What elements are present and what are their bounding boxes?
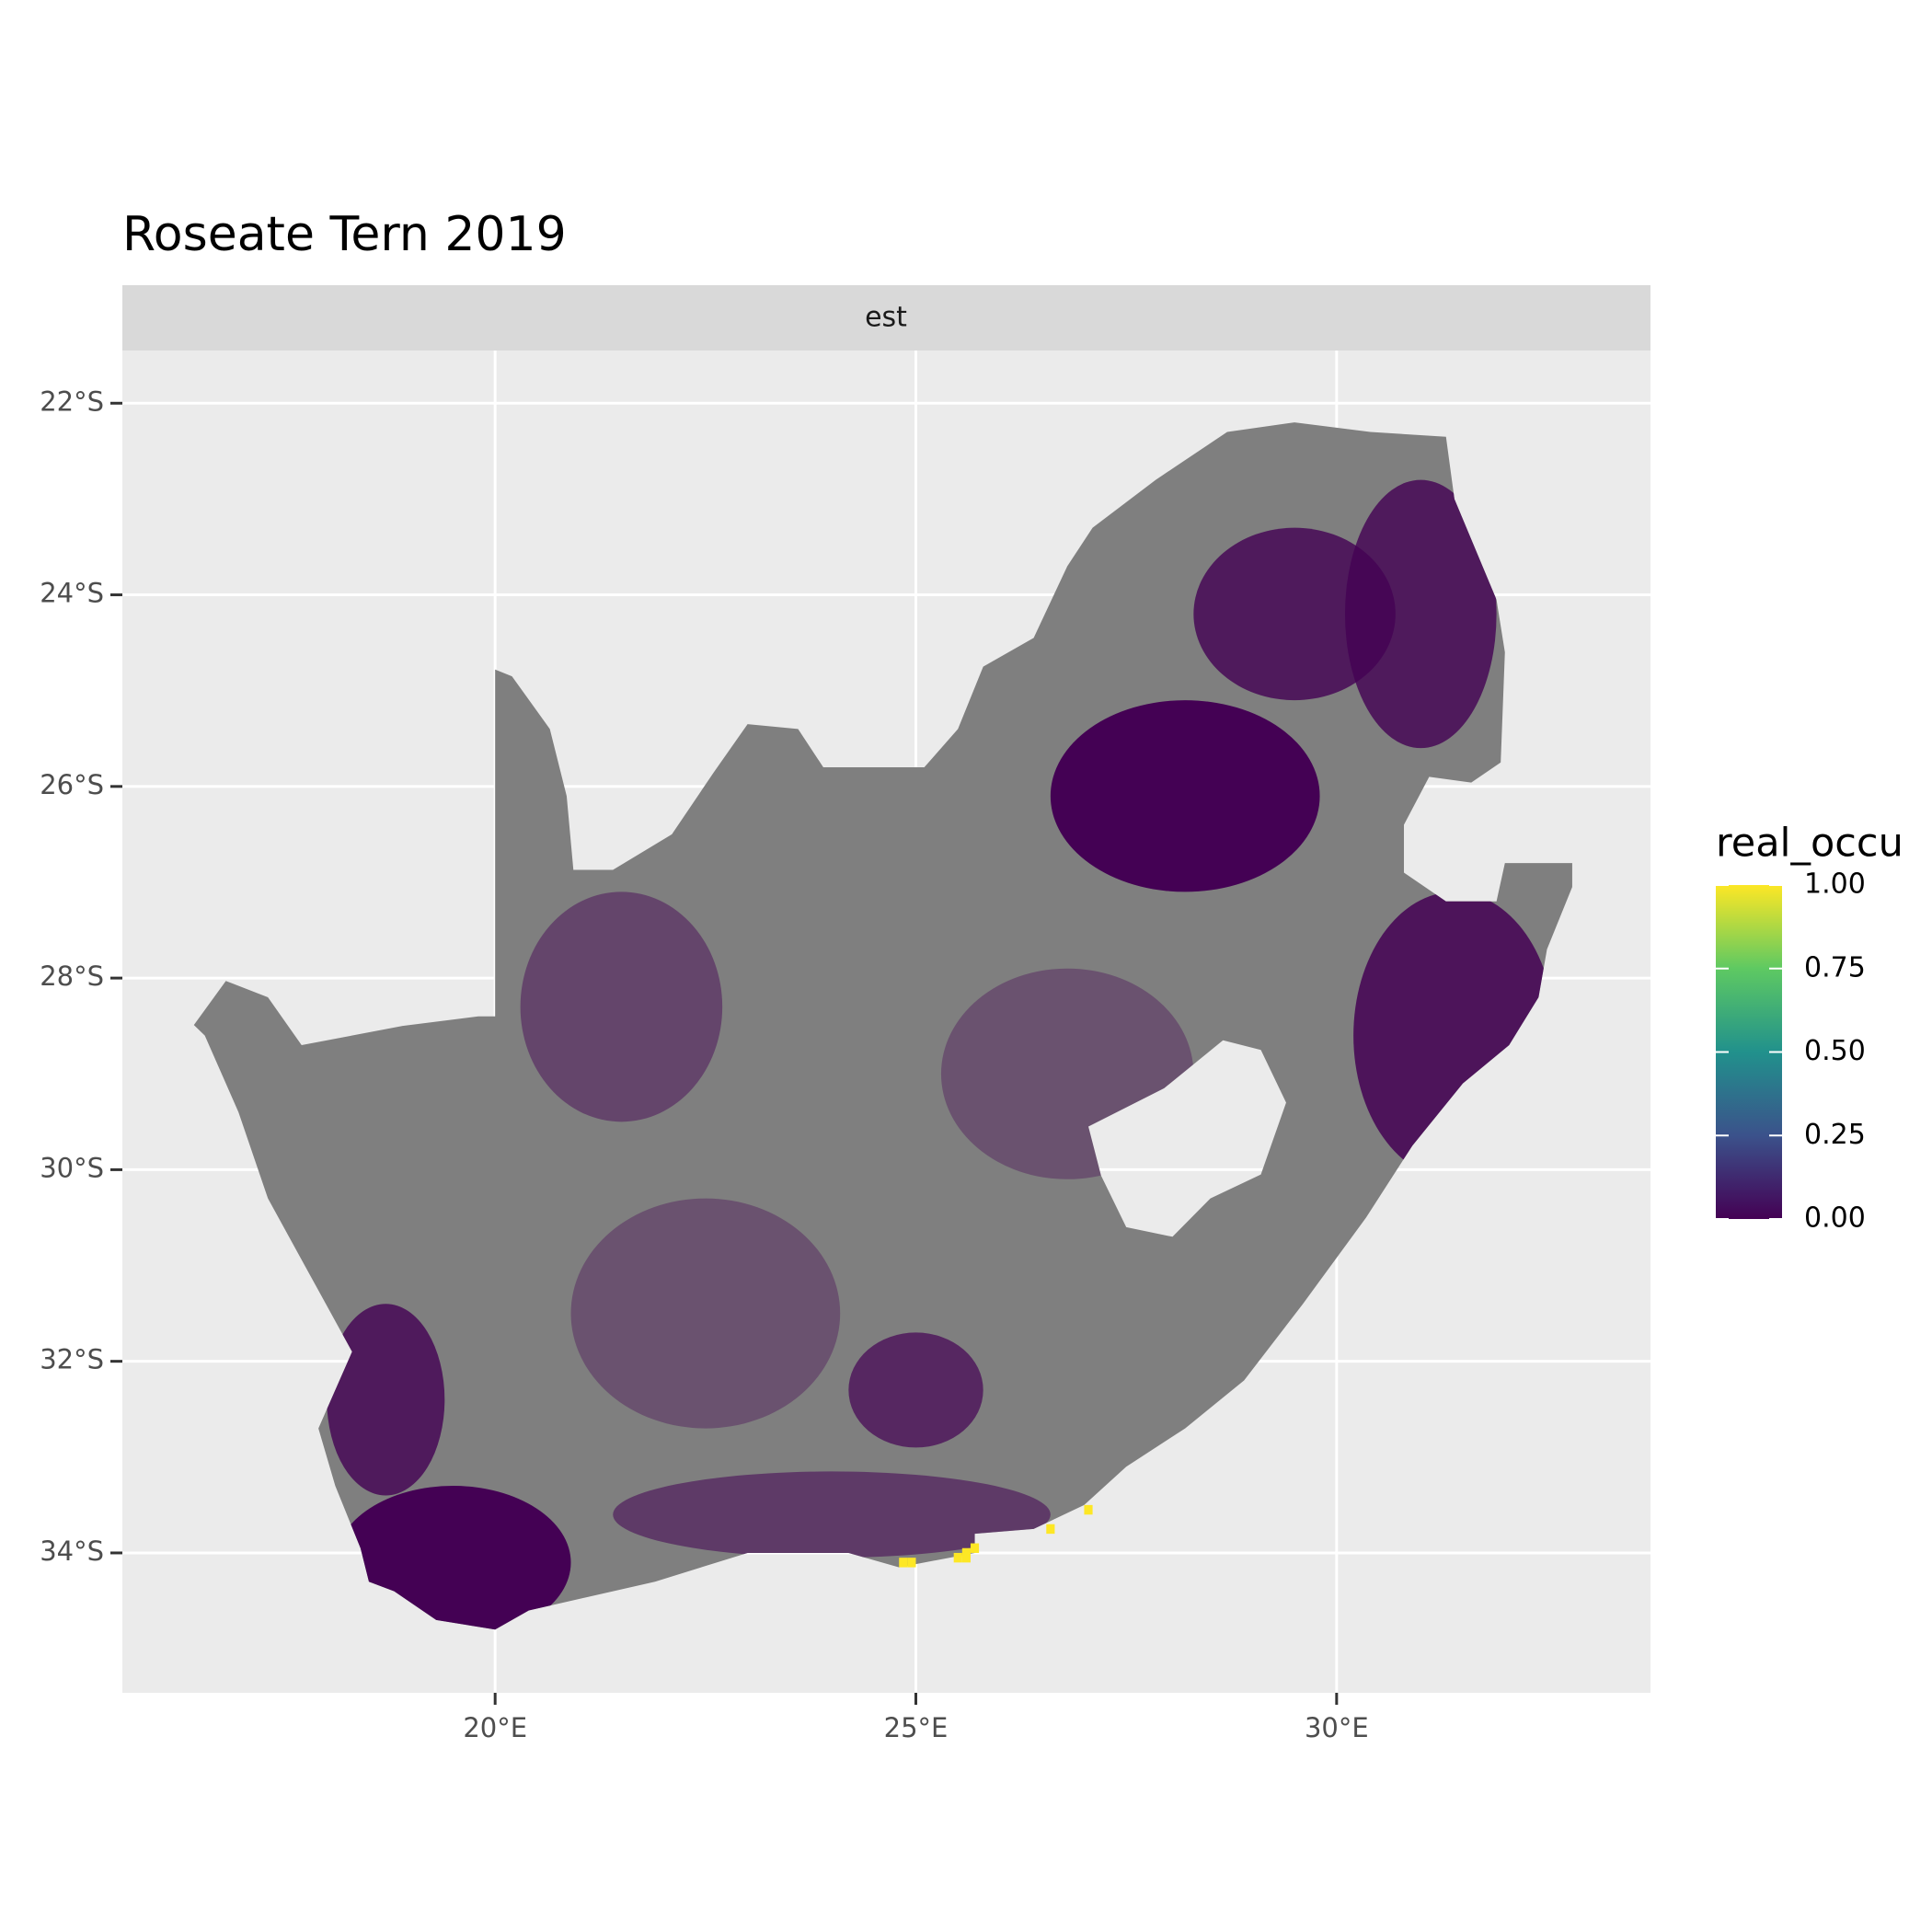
- legend-title: real_occu: [1716, 821, 1903, 867]
- y-tick-label: 26°S: [40, 769, 104, 800]
- occupancy-texture: [327, 479, 1556, 1630]
- legend-label: 1.00: [1804, 868, 1866, 901]
- cells: [899, 1504, 1093, 1568]
- occupancy-cell: [1084, 1504, 1093, 1515]
- low-occupancy-area: [1050, 700, 1320, 892]
- y-tick-label: 24°S: [40, 578, 104, 609]
- chart-title: Roseate Tern 2019: [122, 207, 567, 262]
- y-tick-label: 30°S: [40, 1152, 104, 1183]
- occupancy-cell: [961, 1547, 971, 1558]
- x-tick-label: 25°E: [884, 1712, 949, 1743]
- low-occupancy-area: [520, 891, 723, 1122]
- low-occupancy-area: [613, 1471, 1051, 1558]
- low-occupancy-area: [1193, 527, 1396, 701]
- legend-label: 0.00: [1804, 1202, 1866, 1235]
- legend: 0.00 0.25 0.50 0.75 1.00: [1716, 868, 1866, 1235]
- legend-label: 0.75: [1804, 951, 1866, 983]
- facet-label: est: [865, 302, 907, 334]
- low-occupancy-area: [570, 1198, 841, 1429]
- legend-label: 0.25: [1804, 1119, 1866, 1151]
- map-layer: [193, 422, 1572, 1630]
- y-tick-label: 32°S: [40, 1344, 104, 1375]
- axes: 20°E 25°E 30°E 22°S 24°S 26°S 28°S 30°S 32°S 34°S: [40, 385, 1369, 1743]
- y-tick-label: 22°S: [40, 385, 104, 417]
- low-occupancy-area: [1344, 479, 1497, 749]
- low-occupancy-area: [327, 1304, 445, 1496]
- occupancy-cell: [1046, 1524, 1055, 1535]
- occupancy-cell: [907, 1558, 916, 1568]
- x-tick-label: 30°E: [1305, 1712, 1369, 1743]
- low-occupancy-area: [848, 1332, 983, 1448]
- facet-strip: [122, 285, 1650, 351]
- y-tick-label: 28°S: [40, 960, 104, 992]
- legend-label: 0.50: [1804, 1035, 1866, 1067]
- occupancy-cell: [899, 1558, 908, 1568]
- occupancy-cell: [970, 1543, 980, 1553]
- y-tick-label: 34°S: [40, 1535, 104, 1567]
- occupancy-cell: [953, 1552, 962, 1563]
- x-tick-label: 20°E: [463, 1712, 527, 1743]
